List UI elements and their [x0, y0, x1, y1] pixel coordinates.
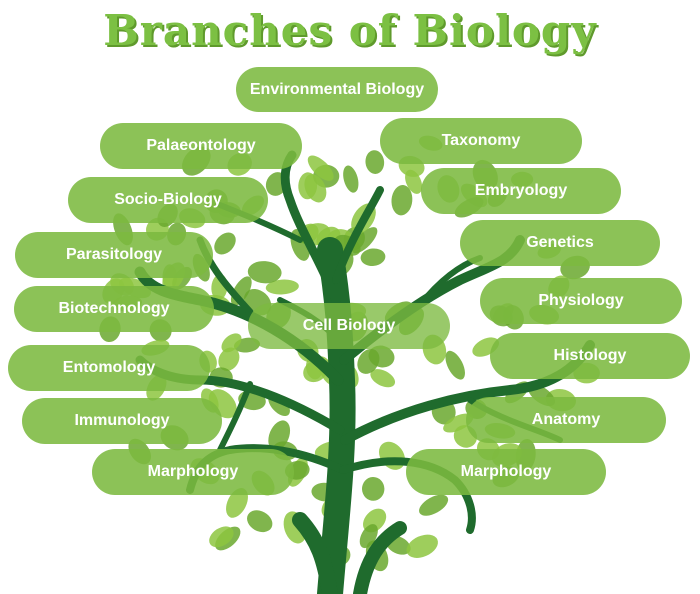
- leaf: [370, 369, 396, 388]
- branch-marphology-right: Marphology: [406, 449, 606, 495]
- branch-immunology: Immunology: [22, 398, 222, 444]
- leaf: [304, 174, 327, 203]
- leaf: [343, 165, 359, 193]
- leaf: [221, 333, 242, 353]
- leaf: [307, 155, 334, 181]
- leaf: [265, 279, 299, 295]
- leaf: [214, 232, 236, 255]
- branch-socio-biology: Socio-Biology: [68, 177, 268, 223]
- leaf: [226, 488, 248, 518]
- branch-cell-biology: Cell Biology: [248, 303, 450, 349]
- leaf: [391, 185, 413, 216]
- leaf: [209, 526, 234, 548]
- branch-entomology: Entomology: [8, 345, 210, 391]
- branch-parasitology: Parasitology: [15, 232, 213, 278]
- page-title: Branches of Biology: [103, 6, 597, 55]
- leaf: [368, 345, 395, 368]
- leaf: [247, 510, 273, 533]
- branch-biotechnology: Biotechnology: [14, 286, 214, 332]
- leaf: [378, 441, 406, 470]
- branch-histology: Histology: [490, 333, 690, 379]
- leaf: [359, 524, 378, 549]
- branch-environmental-biology: Environmental Biology: [236, 67, 438, 112]
- leaf: [365, 150, 385, 174]
- branch-marphology-left: Marphology: [92, 449, 294, 495]
- leaf: [443, 413, 474, 433]
- leaf: [360, 248, 386, 266]
- branch-taxonomy: Taxonomy: [380, 118, 582, 164]
- branch-physiology: Physiology: [480, 278, 682, 324]
- leaf: [247, 261, 282, 284]
- branch-embryology: Embryology: [421, 168, 621, 214]
- leaf: [406, 534, 438, 558]
- leaf: [268, 420, 291, 451]
- leaf: [351, 227, 378, 254]
- leaf: [445, 350, 465, 380]
- branch-genetics: Genetics: [460, 220, 660, 266]
- leaf: [361, 477, 385, 501]
- branch-anatomy: Anatomy: [466, 397, 666, 443]
- branch-palaeontology: Palaeontology: [100, 123, 302, 169]
- leaf: [419, 494, 449, 516]
- leaf: [218, 347, 240, 371]
